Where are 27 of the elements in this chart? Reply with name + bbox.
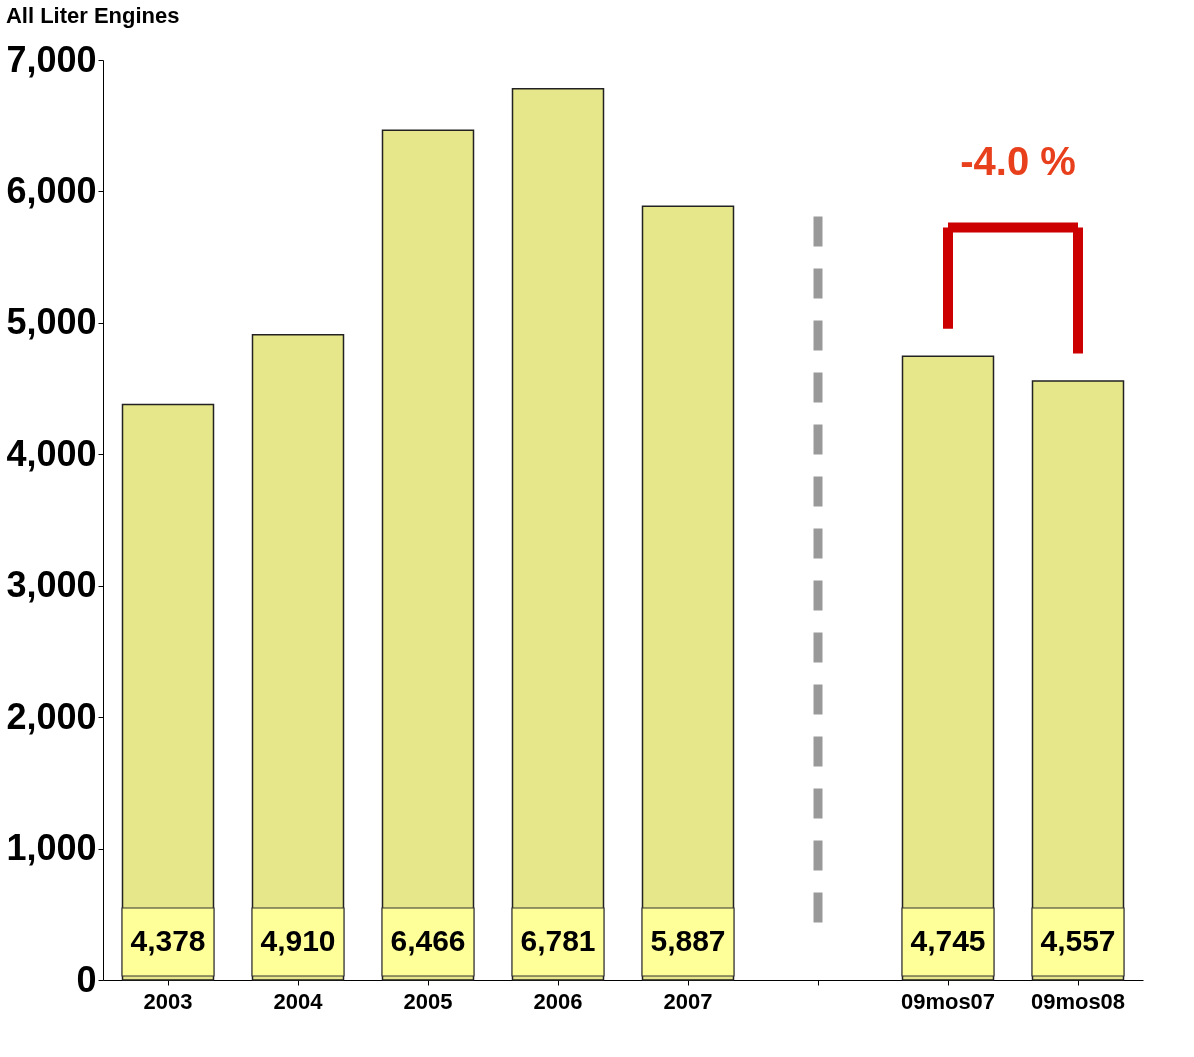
- x-tick-label: 2006: [533, 988, 583, 1014]
- y-tick-label: 4,000: [6, 432, 97, 474]
- x-tick-label: 09mos07: [900, 988, 996, 1014]
- chart-title: All Liter Engines: [5, 3, 180, 28]
- y-tick-label: 0: [76, 958, 97, 1000]
- x-tick-label: 2005: [403, 988, 453, 1014]
- y-tick-label: 1,000: [6, 827, 97, 869]
- data-label: 4,745: [910, 924, 986, 957]
- annotation: -4.0 %: [960, 139, 1076, 184]
- data-label: 5,887: [650, 924, 726, 957]
- y-tick-label: 6,000: [6, 169, 97, 211]
- x-tick-label: 2007: [663, 988, 713, 1014]
- x-tick-label: 09mos08: [1030, 988, 1126, 1014]
- bar: [381, 129, 475, 981]
- data-label: 6,466: [390, 924, 466, 957]
- x-tick-label: 2004: [273, 988, 324, 1014]
- y-tick-label: 7,000: [6, 38, 97, 80]
- bar: [511, 88, 605, 981]
- y-tick-label: 5,000: [6, 301, 97, 343]
- bar: [641, 205, 735, 981]
- y-tick-label: 3,000: [6, 564, 97, 606]
- x-tick-label: 2003: [143, 988, 193, 1014]
- data-label: 4,910: [260, 924, 336, 957]
- data-label: 6,781: [520, 924, 596, 957]
- data-label: 4,557: [1040, 924, 1116, 957]
- y-tick-label: 2,000: [6, 695, 97, 737]
- data-label: 4,378: [130, 924, 206, 957]
